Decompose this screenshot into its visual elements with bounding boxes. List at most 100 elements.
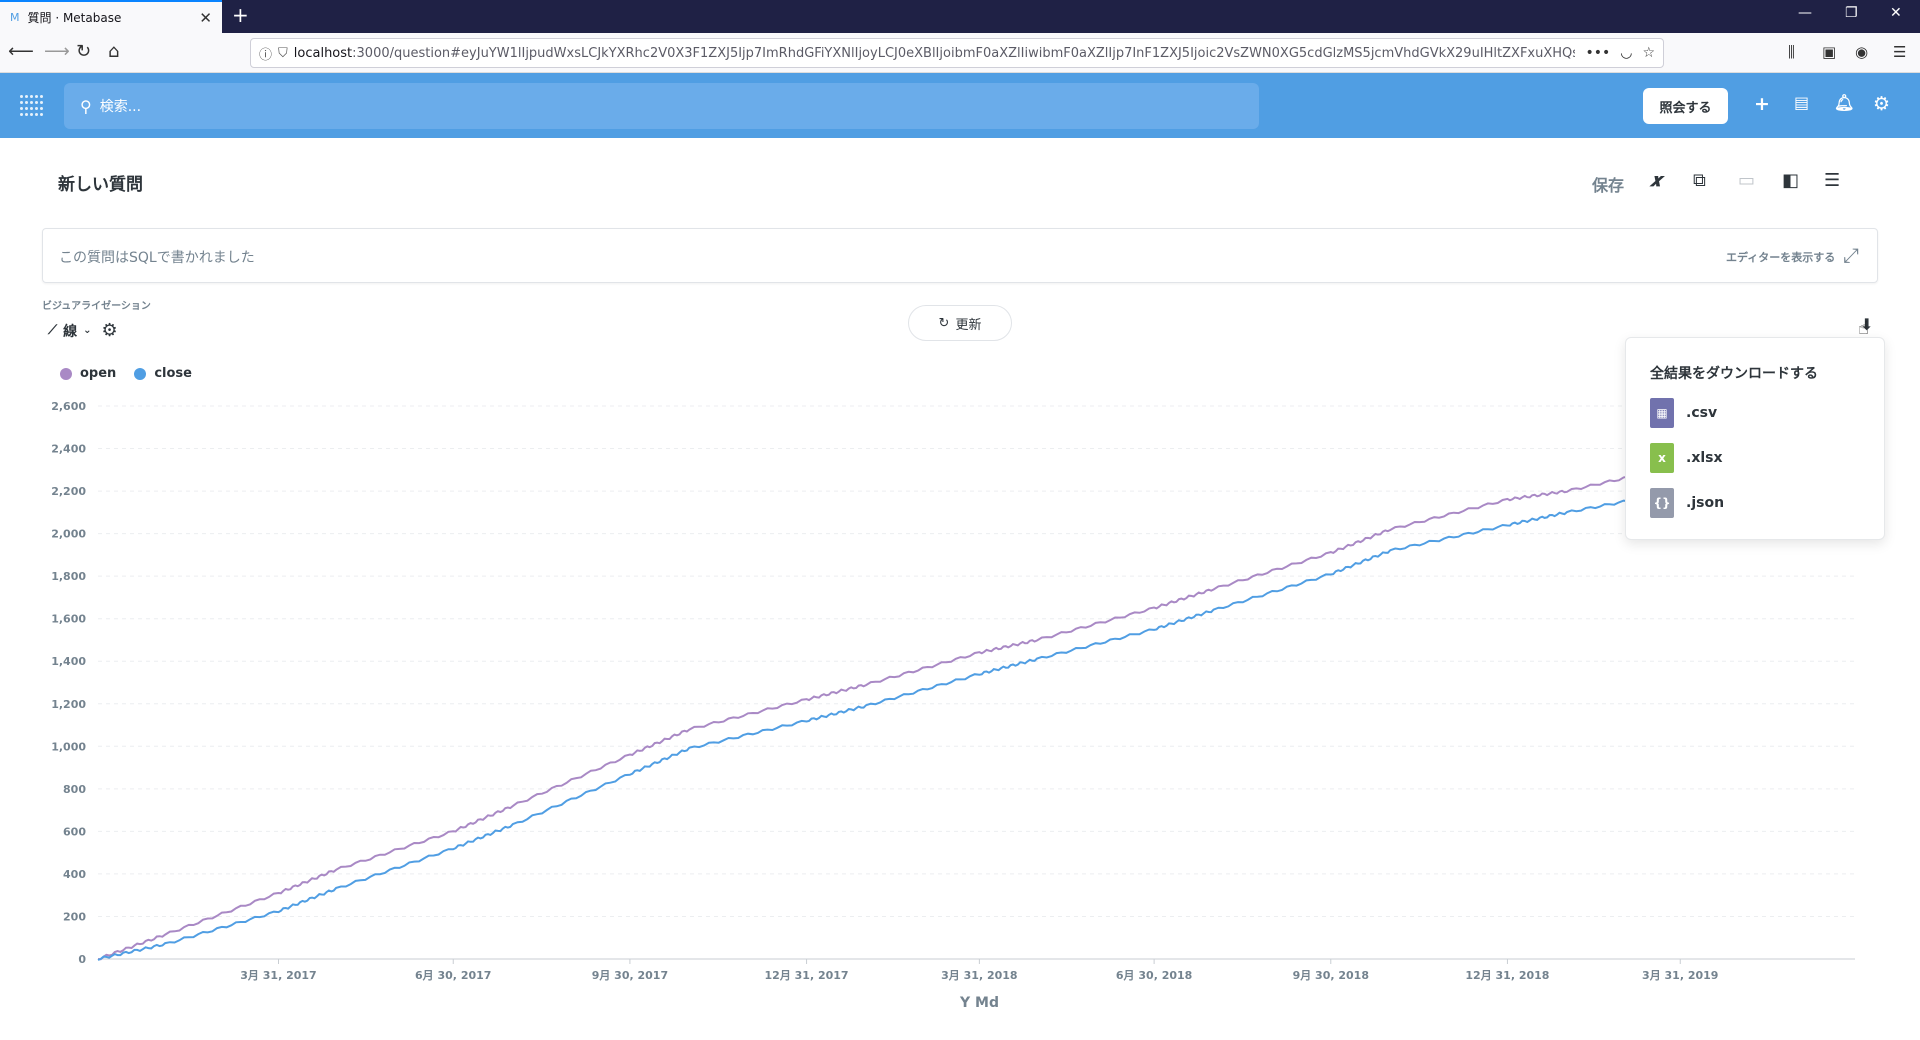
notifications-bell-icon[interactable]: 🔔︎: [1834, 93, 1855, 112]
url-path: :3000/question#eyJuYW1lIjpudWxsLCJkYXRhc…: [352, 45, 1576, 61]
xlsx-file-icon: x: [1650, 443, 1674, 473]
metabase-logo-icon[interactable]: [20, 95, 44, 117]
x-tick-label: 3月 31, 2019: [1642, 969, 1718, 982]
expand-icon[interactable]: ⤢: [1843, 243, 1859, 267]
refresh-label: 更新: [955, 317, 982, 333]
y-tick-label: 1,400: [51, 655, 86, 668]
variables-icon[interactable]: 𝒙: [1650, 170, 1662, 191]
sql-editor-collapsed: この質問はSQLで書かれました エディターを表示する ⤢: [42, 228, 1878, 283]
y-tick-label: 800: [63, 783, 86, 796]
x-tick-label: 12月 31, 2017: [765, 969, 849, 982]
metabase-header: ⚲ 検索... 照会する + ▤ 🔔︎ ⚙: [0, 73, 1920, 138]
add-icon[interactable]: +: [1754, 93, 1770, 115]
y-tick-label: 1,800: [51, 570, 86, 583]
y-tick-label: 0: [78, 953, 86, 966]
x-tick-label: 6月 30, 2017: [415, 969, 491, 982]
search-input[interactable]: ⚲ 検索...: [64, 83, 1259, 129]
csv-file-icon: ▦: [1650, 398, 1674, 428]
show-editor-button[interactable]: エディターを表示する: [1726, 251, 1836, 264]
download-xlsx-label: .xlsx: [1686, 450, 1723, 466]
save-button[interactable]: 保存: [1592, 176, 1625, 195]
reload-icon[interactable]: ↻: [76, 41, 92, 62]
more-options-icon[interactable]: ☰: [1824, 170, 1841, 191]
search-icon: ⚲: [80, 96, 92, 116]
legend-label-open: open: [80, 366, 117, 381]
y-tick-label: 2,200: [51, 485, 86, 498]
download-icon[interactable]: ⬇: [1860, 315, 1874, 334]
legend-label-close: close: [154, 366, 192, 381]
download-json-option[interactable]: {} .json: [1650, 488, 1724, 518]
download-json-label: .json: [1686, 495, 1725, 511]
legend-dot-open: [60, 367, 72, 380]
minimize-icon[interactable]: —: [1798, 5, 1812, 21]
legend-item-open[interactable]: open: [60, 366, 116, 381]
chart-legend: open close: [60, 366, 192, 381]
browser-navbar: ⟵ ⟶ ↻ ⌂ ⓘ ⛉ localhost :3000/question#eyJ…: [0, 33, 1920, 73]
download-xlsx-option[interactable]: x .xlsx: [1650, 443, 1723, 473]
legend-dot-close: [134, 367, 147, 380]
download-csv-option[interactable]: ▦ .csv: [1650, 398, 1717, 428]
y-tick-label: 2,400: [51, 443, 86, 456]
visualization-type: 線: [63, 323, 78, 340]
metabase-favicon-icon: M: [10, 11, 20, 24]
close-tab-icon[interactable]: ✕: [199, 8, 212, 27]
x-tick-label: 3月 31, 2017: [240, 969, 316, 982]
new-tab-icon[interactable]: +: [232, 3, 249, 27]
tab-title: 質問 · Metabase: [27, 11, 122, 25]
sql-notice: この質問はSQLで書かれました: [59, 250, 255, 266]
library-icon[interactable]: ⫼: [1788, 43, 1795, 61]
shield-icon[interactable]: ⛉: [278, 45, 288, 61]
restore-icon[interactable]: ❐: [1845, 5, 1858, 21]
menu-icon[interactable]: ☰: [1893, 43, 1907, 61]
y-tick-label: 600: [63, 825, 86, 838]
visualization-label: ビジュアライゼーション: [42, 301, 151, 312]
chevron-down-icon: ⌄: [83, 325, 92, 336]
x-tick-label: 9月 30, 2017: [592, 969, 668, 982]
json-file-icon: {}: [1650, 488, 1674, 518]
y-tick-label: 2,000: [51, 528, 86, 541]
back-icon[interactable]: ⟵: [8, 41, 34, 62]
forward-icon[interactable]: ⟶: [44, 41, 70, 62]
download-csv-label: .csv: [1686, 405, 1718, 421]
series-line-close: [97, 436, 1856, 961]
y-tick-label: 2,600: [51, 400, 86, 413]
browse-data-icon[interactable]: ▤: [1794, 93, 1810, 112]
y-tick-label: 1,000: [51, 740, 86, 753]
bookmark-star-icon[interactable]: ☆: [1642, 45, 1655, 61]
legend-item-close[interactable]: close: [134, 366, 192, 381]
sidebar-icon[interactable]: ▣: [1822, 43, 1837, 61]
browser-tab-strip: M 質問 · Metabase ✕ + — ❐ ✕: [0, 0, 1920, 33]
y-tick-label: 400: [63, 868, 86, 881]
download-title: 全結果をダウンロードする: [1650, 366, 1818, 382]
account-icon[interactable]: ◉: [1855, 43, 1869, 61]
pocket-icon[interactable]: ◡: [1620, 45, 1633, 61]
info-icon[interactable]: ⓘ: [259, 47, 273, 63]
download-popover: 全結果をダウンロードする ▦ .csv x .xlsx {} .json: [1625, 337, 1885, 540]
search-placeholder: 検索...: [99, 99, 142, 115]
x-tick-label: 3月 31, 2018: [941, 969, 1017, 982]
url-bar[interactable]: ⓘ ⛉ localhost :3000/question#eyJuYW1lIjp…: [250, 38, 1664, 68]
line-chart-icon: ⟋: [48, 323, 58, 338]
question-title[interactable]: 新しい質問: [58, 175, 143, 195]
browser-tab[interactable]: M 質問 · Metabase ✕: [0, 0, 222, 33]
x-tick-label: 9月 30, 2018: [1293, 969, 1369, 982]
data-reference-icon[interactable]: ◧: [1782, 170, 1800, 191]
add-to-dashboard-icon[interactable]: ⧉: [1693, 170, 1706, 191]
ask-question-button[interactable]: 照会する: [1643, 88, 1728, 124]
y-tick-label: 1,200: [51, 698, 86, 711]
more-icon[interactable]: •••: [1585, 45, 1611, 61]
window-close-icon[interactable]: ✕: [1890, 5, 1902, 21]
y-tick-label: 1,600: [51, 613, 86, 626]
chart-settings-gear-icon[interactable]: ⚙: [101, 320, 118, 341]
x-tick-label: 6月 30, 2018: [1116, 969, 1192, 982]
refresh-button[interactable]: ↻ 更新: [908, 305, 1012, 341]
line-chart: 0 200 400 600 800 1,000 1,200 1,400 1,600 1,800 2,…: [51, 400, 1856, 982]
hand-cursor-icon: ☝: [1858, 318, 1869, 339]
x-tick-label: 12月 31, 2018: [1465, 969, 1549, 982]
sql-snippets-icon[interactable]: ▭: [1738, 170, 1756, 191]
x-axis-title: Y Md: [960, 995, 999, 1011]
settings-gear-icon[interactable]: ⚙: [1873, 93, 1891, 115]
visualization-picker[interactable]: ⟋ 線 ⌄ ⚙: [48, 320, 118, 341]
url-host: localhost: [293, 45, 353, 61]
home-icon[interactable]: ⌂: [108, 41, 120, 62]
